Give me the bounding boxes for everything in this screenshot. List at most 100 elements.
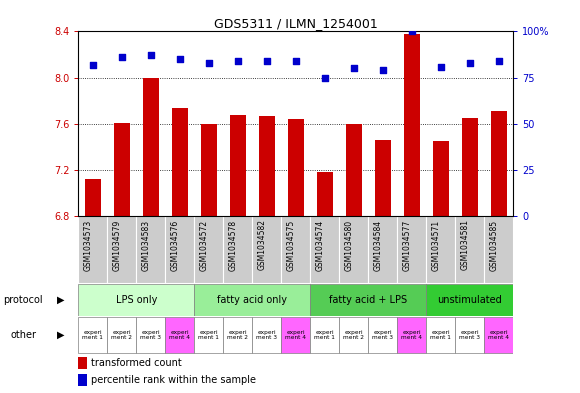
Text: GSM1034572: GSM1034572 (200, 219, 209, 271)
Bar (426, 284, 513, 316)
Text: transformed count: transformed count (92, 358, 182, 368)
Text: experi
ment 4: experi ment 4 (285, 330, 306, 340)
Bar (107, 216, 136, 283)
Bar (368, 317, 397, 353)
Bar (230, 114, 246, 216)
Bar (259, 116, 275, 216)
Bar (310, 317, 339, 353)
Text: GSM1034582: GSM1034582 (258, 219, 267, 270)
Point (465, 60, 474, 66)
Text: ▶: ▶ (57, 295, 64, 305)
Text: experi
ment 2: experi ment 2 (111, 330, 132, 340)
Text: experi
ment 4: experi ment 4 (169, 330, 190, 340)
Bar (397, 216, 426, 283)
Bar (136, 216, 165, 283)
Bar (339, 317, 368, 353)
Text: other: other (10, 330, 37, 340)
Bar (78, 357, 87, 369)
Text: GSM1034580: GSM1034580 (345, 219, 354, 271)
Bar (78, 317, 107, 353)
Text: experi
ment 1: experi ment 1 (198, 330, 219, 340)
Point (436, 63, 445, 70)
Bar (223, 216, 252, 283)
Bar (375, 140, 391, 216)
Point (494, 58, 503, 64)
Text: GSM1034583: GSM1034583 (142, 219, 151, 271)
Text: GSM1034577: GSM1034577 (403, 219, 412, 271)
Text: GSM1034571: GSM1034571 (432, 219, 441, 271)
Text: LPS only: LPS only (115, 295, 157, 305)
Bar (85, 179, 101, 216)
Point (146, 52, 155, 59)
Bar (310, 284, 426, 316)
Bar (433, 141, 449, 216)
Text: experi
ment 1: experi ment 1 (82, 330, 103, 340)
Bar (426, 317, 455, 353)
Text: experi
ment 2: experi ment 2 (343, 330, 364, 340)
Text: experi
ment 1: experi ment 1 (314, 330, 335, 340)
Bar (288, 119, 304, 216)
Bar (252, 216, 281, 283)
Bar (194, 216, 223, 283)
Text: GSM1034576: GSM1034576 (171, 219, 180, 271)
Text: ▶: ▶ (57, 330, 64, 340)
Point (88, 62, 97, 68)
Point (320, 75, 329, 81)
Bar (455, 216, 484, 283)
Text: experi
ment 3: experi ment 3 (256, 330, 277, 340)
Title: GDS5311 / ILMN_1254001: GDS5311 / ILMN_1254001 (214, 17, 378, 30)
Bar (346, 124, 362, 216)
Point (204, 60, 213, 66)
Text: experi
ment 4: experi ment 4 (488, 330, 509, 340)
Bar (281, 317, 310, 353)
Bar (201, 124, 217, 216)
Bar (172, 108, 188, 216)
Bar (484, 216, 513, 283)
Bar (194, 284, 310, 316)
Text: GSM1034574: GSM1034574 (316, 219, 325, 271)
Bar (455, 317, 484, 353)
Bar (165, 317, 194, 353)
Bar (78, 284, 194, 316)
Point (291, 58, 300, 64)
Bar (194, 317, 223, 353)
Bar (484, 317, 513, 353)
Bar (426, 216, 455, 283)
Text: protocol: protocol (3, 295, 42, 305)
Bar (223, 317, 252, 353)
Bar (339, 216, 368, 283)
Bar (107, 317, 136, 353)
Point (117, 54, 126, 61)
Text: experi
ment 3: experi ment 3 (372, 330, 393, 340)
Bar (462, 118, 478, 216)
Bar (397, 317, 426, 353)
Bar (404, 34, 420, 216)
Text: fatty acid only: fatty acid only (218, 295, 287, 305)
Bar (114, 123, 130, 216)
Bar (281, 216, 310, 283)
Text: experi
ment 3: experi ment 3 (140, 330, 161, 340)
Text: percentile rank within the sample: percentile rank within the sample (92, 375, 256, 385)
Text: GSM1034578: GSM1034578 (229, 219, 238, 271)
Bar (78, 216, 107, 283)
Point (407, 28, 416, 35)
Bar (252, 317, 281, 353)
Text: unstimulated: unstimulated (437, 295, 502, 305)
Bar (491, 111, 507, 216)
Bar (165, 216, 194, 283)
Bar (136, 317, 165, 353)
Text: experi
ment 2: experi ment 2 (227, 330, 248, 340)
Bar (368, 216, 397, 283)
Text: GSM1034585: GSM1034585 (490, 219, 499, 271)
Bar (143, 77, 159, 216)
Text: experi
ment 3: experi ment 3 (459, 330, 480, 340)
Point (349, 65, 358, 72)
Text: experi
ment 4: experi ment 4 (401, 330, 422, 340)
Bar (317, 172, 333, 216)
Point (175, 56, 184, 62)
Point (233, 58, 242, 64)
Text: fatty acid + LPS: fatty acid + LPS (329, 295, 407, 305)
Bar (310, 216, 339, 283)
Text: GSM1034579: GSM1034579 (113, 219, 122, 271)
Text: GSM1034575: GSM1034575 (287, 219, 296, 271)
